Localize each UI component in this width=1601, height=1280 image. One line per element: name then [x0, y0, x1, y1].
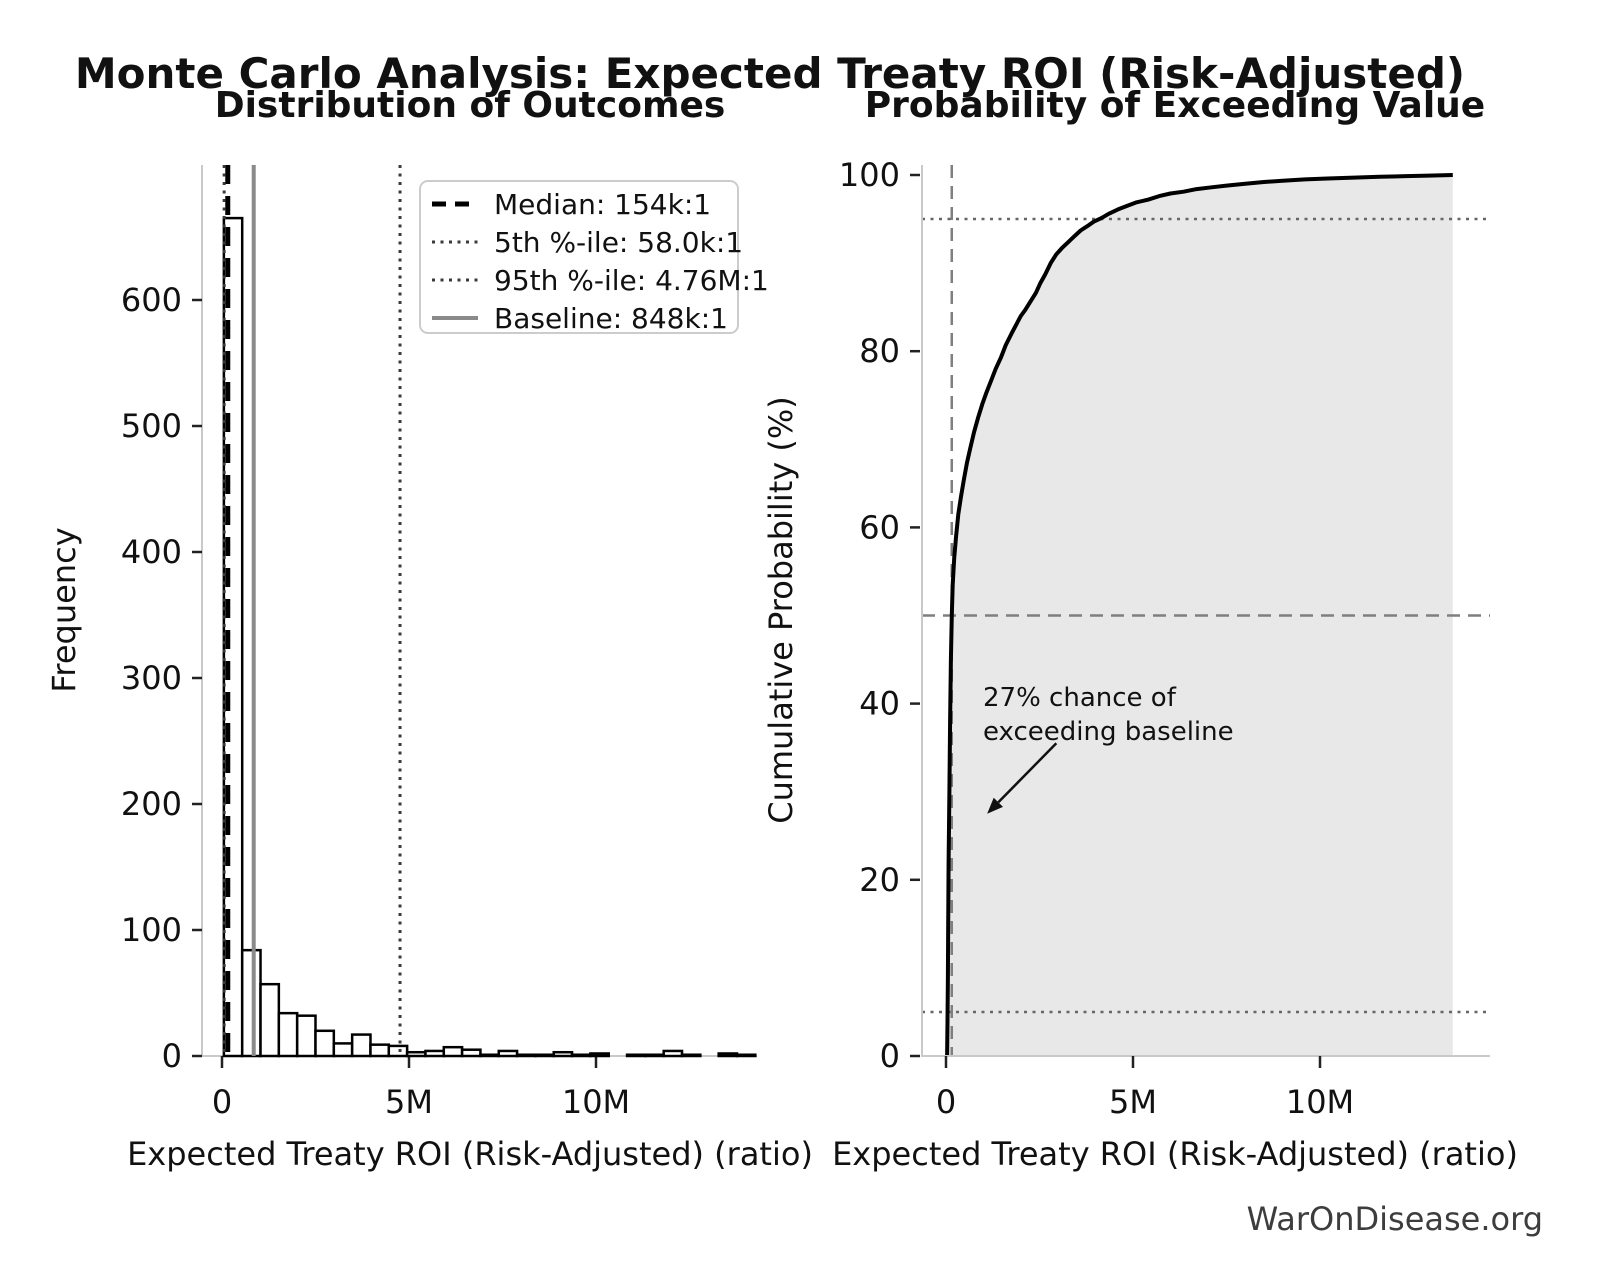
- y-tick-label: 60: [859, 508, 900, 546]
- histogram-bar: [570, 1053, 592, 1058]
- histogram-bar: [625, 1053, 647, 1058]
- legend-label-baseline-line: Baseline: 848k:1: [494, 302, 728, 335]
- right-yaxis-label: Cumulative Probability (%): [762, 396, 800, 824]
- y-tick-label: 300: [121, 659, 182, 697]
- histogram-bar: [460, 1048, 482, 1058]
- histogram-bar: [295, 1014, 317, 1058]
- cdf-curve: [945, 173, 1453, 1057]
- left-subplot-title: Distribution of Outcomes: [215, 85, 726, 126]
- histogram-bar: [350, 1033, 372, 1058]
- y-tick-label: 600: [121, 281, 182, 319]
- x-tick-label: 10M: [1286, 1083, 1354, 1121]
- x-tick-label: 0: [936, 1083, 956, 1121]
- histogram-plot: 0 100 200 300 400 500 600 0 5M 10M Median: 154k:1 5…: [121, 165, 769, 1121]
- histogram-bar: [314, 1029, 336, 1058]
- legend-label-pct95-line: 95th %-ile: 4.76M:1: [494, 264, 769, 297]
- legend-label-pct5-line: 5th %-ile: 58.0k:1: [494, 226, 743, 259]
- footer-watermark: WarOnDisease.org: [1247, 1200, 1543, 1238]
- histogram-bar: [479, 1053, 501, 1058]
- right-subplot-title: Probability of Exceeding Value: [865, 85, 1485, 126]
- histogram-bar: [589, 1052, 610, 1058]
- histogram-bar: [424, 1049, 446, 1058]
- x-tick-label: 0: [212, 1083, 232, 1121]
- histogram-bar: [259, 982, 281, 1058]
- y-tick-label: 20: [859, 861, 900, 899]
- histogram-bar: [405, 1050, 427, 1058]
- histogram-bar: [515, 1053, 537, 1058]
- histogram-bar: [369, 1043, 391, 1058]
- y-tick-label: 100: [839, 156, 900, 194]
- main-title: Monte Carlo Analysis: Expected Treaty RO…: [75, 49, 1465, 98]
- histogram-bar: [735, 1053, 757, 1058]
- y-tick-label: 80: [859, 332, 900, 370]
- histogram-bar: [332, 1042, 354, 1058]
- x-tick-label: 5M: [385, 1083, 433, 1121]
- histogram-bar: [552, 1050, 574, 1058]
- annotation-arrow-head: [987, 797, 1003, 814]
- cdf-plot: 0 20 40 60 80 100 0 5M 10M: [839, 156, 1490, 1121]
- annotation-arrow-line: [997, 742, 1058, 804]
- histogram-bar: [277, 1011, 299, 1058]
- histogram-bar: [387, 1044, 409, 1058]
- x-tick-label: 10M: [562, 1083, 630, 1121]
- annotation-line-1: 27% chance of: [983, 683, 1177, 713]
- histogram-bar: [497, 1049, 519, 1058]
- legend-box: [419, 180, 739, 334]
- axis-spines: [921, 165, 1490, 1057]
- histogram-bar: [442, 1045, 464, 1058]
- histogram-bar: [717, 1052, 739, 1058]
- y-tick-label: 0: [162, 1037, 182, 1075]
- left-xaxis-label: Expected Treaty ROI (Risk-Adjusted) (rat…: [127, 1135, 813, 1173]
- histogram-bar: [534, 1053, 555, 1058]
- legend: Median: 154k:1 5th %-ile: 58.0k:1 95th %-i…: [419, 180, 769, 335]
- left-yaxis-label: Frequency: [45, 527, 83, 692]
- histogram-bar: [680, 1053, 702, 1058]
- x-tick-label: 5M: [1109, 1083, 1157, 1121]
- y-tick-label: 500: [121, 407, 182, 445]
- right-xaxis-label: Expected Treaty ROI (Risk-Adjusted) (rat…: [832, 1135, 1518, 1173]
- histogram-bar: [240, 948, 262, 1058]
- y-tick-label: 100: [121, 911, 182, 949]
- y-tick-label: 40: [859, 685, 900, 723]
- y-tick-label: 0: [880, 1037, 900, 1075]
- annotation-line-2: exceeding baseline: [983, 717, 1234, 747]
- y-tick-label: 400: [121, 533, 182, 571]
- legend-label-median-line: Median: 154k:1: [494, 188, 711, 221]
- y-tick-label: 200: [121, 785, 182, 823]
- histogram-bar: [662, 1049, 684, 1058]
- histogram-bar: [644, 1053, 665, 1058]
